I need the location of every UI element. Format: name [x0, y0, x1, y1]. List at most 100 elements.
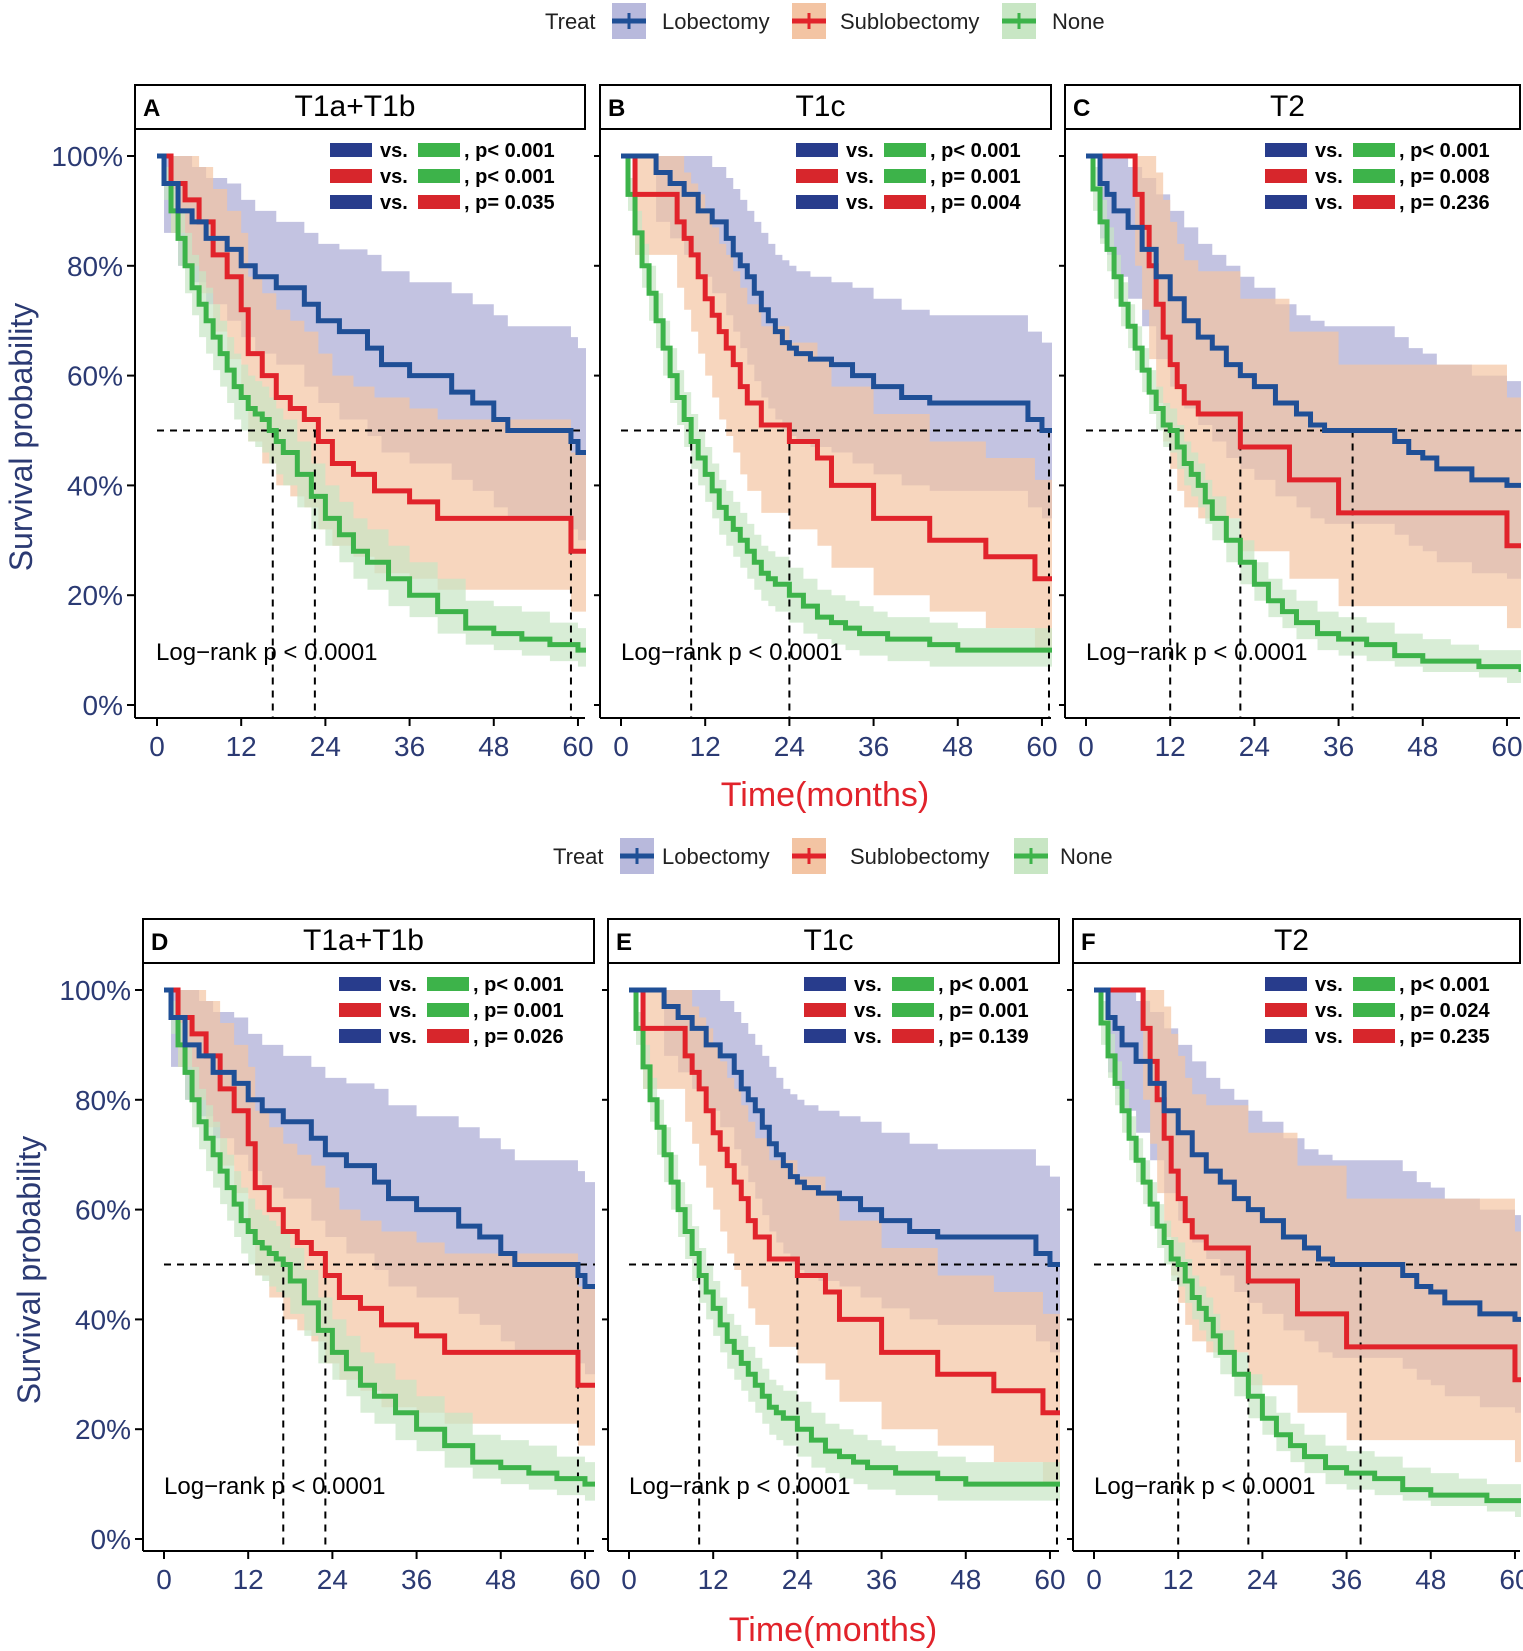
comparison-key-right	[427, 977, 469, 991]
comparison-vs: vs.	[380, 166, 408, 188]
survival-curve-lobectomy	[157, 153, 586, 455]
legend-bottom: Treat Lobectomy Sublobectomy None	[553, 838, 1113, 874]
x-tick-label: 48	[1415, 1564, 1446, 1595]
comparison-key-left	[1265, 195, 1307, 209]
legend-top-sub-label: Sublobectomy	[840, 9, 979, 34]
comparison-key-left	[804, 1003, 846, 1017]
x-tick-label: 36	[1323, 731, 1354, 762]
comparison-key-right	[1353, 1029, 1395, 1043]
comparison-pvalue: , p= 0.001	[473, 1000, 564, 1022]
x-tick-label: 60	[1499, 1564, 1523, 1595]
ci-band-sublobectomy	[157, 156, 586, 612]
comparison-vs: vs.	[389, 1026, 417, 1048]
log-rank-label: Log−rank p < 0.0001	[1086, 639, 1308, 666]
log-rank-label: Log−rank p < 0.0001	[1094, 1473, 1316, 1500]
ci-band-none	[621, 156, 1052, 667]
legend-bottom-none-label: None	[1060, 844, 1113, 869]
panel-letter: D	[151, 929, 168, 956]
y-tick-label: 60%	[67, 361, 123, 392]
ci-band-sublobectomy	[629, 990, 1060, 1485]
y-tick-label: 0%	[91, 1524, 131, 1555]
survival-curve-lobectomy	[621, 153, 1052, 433]
survival-curve-sublobectomy	[1086, 153, 1521, 549]
x-tick-label: 24	[782, 1564, 813, 1595]
comparison-key-right	[884, 169, 926, 183]
comparison-key-left	[1265, 169, 1307, 183]
survival-curve-sublobectomy	[629, 987, 1060, 1416]
panel-title: T2	[1270, 90, 1305, 123]
x-tick-label: 0	[621, 1564, 637, 1595]
x-tick-label: 60	[1034, 1564, 1065, 1595]
comparison-key-left	[339, 1003, 381, 1017]
comparison-vs: vs.	[1315, 1026, 1343, 1048]
comparison-pvalue: , p= 0.236	[1399, 192, 1490, 214]
x-tick-label: 48	[485, 1564, 516, 1595]
ci-band-sublobectomy	[164, 990, 595, 1446]
comparison-pvalue: , p= 0.026	[473, 1026, 564, 1048]
comparison-key-left	[1265, 977, 1307, 991]
comparison-key-right	[1353, 143, 1395, 157]
comparison-key-left	[1265, 1029, 1307, 1043]
comparison-vs: vs.	[389, 974, 417, 996]
comparison-key-left	[330, 195, 372, 209]
comparison-key-right	[892, 977, 934, 991]
comparison-pvalue: , p= 0.024	[1399, 1000, 1490, 1022]
x-tick-label: 12	[1155, 731, 1186, 762]
comparison-key-left	[330, 143, 372, 157]
x-tick-label: 12	[1163, 1564, 1194, 1595]
legend-bottom-title: Treat	[553, 844, 604, 869]
x-tick-label: 0	[613, 731, 629, 762]
comparison-pvalue: , p< 0.001	[464, 140, 555, 162]
comparison-key-left	[796, 195, 838, 209]
y-tick-label: 0%	[83, 690, 123, 721]
comparison-vs: vs.	[1315, 974, 1343, 996]
comparison-vs: vs.	[1315, 140, 1343, 162]
x-tick-label: 12	[226, 731, 257, 762]
y-tick-label: 80%	[75, 1085, 131, 1116]
survival-curve-none	[1094, 987, 1521, 1504]
comparison-key-right	[884, 143, 926, 157]
panel-title: T1a+T1b	[303, 924, 424, 957]
x-tick-label: 36	[394, 731, 425, 762]
panel-a: A T1a+T1b 0 12 24 36 48 60 100% 80% 60% 40% 20% 0% Log…	[51, 84, 594, 762]
comparison-key-right	[427, 1003, 469, 1017]
panel-f: F T2 0 12 24 36 48 60 Log−rank p < 0.0001 vs. , p<…	[1067, 918, 1523, 1595]
comparison-vs: vs.	[1315, 192, 1343, 214]
survival-curve-lobectomy	[164, 987, 595, 1289]
survival-curve-sublobectomy	[1094, 987, 1521, 1383]
x-tick-label: 36	[1331, 1564, 1362, 1595]
panel-letter: C	[1073, 95, 1090, 122]
x-tick-label: 48	[942, 731, 973, 762]
comparison-pvalue: , p= 0.139	[938, 1026, 1029, 1048]
x-tick-label: 24	[774, 731, 805, 762]
comparison-vs: vs.	[846, 140, 874, 162]
survival-curve-none	[1086, 153, 1521, 673]
x-tick-label: 24	[1239, 731, 1270, 762]
legend-bottom-lob-label: Lobectomy	[662, 844, 770, 869]
comparison-key-right	[1353, 977, 1395, 991]
comparison-key-right	[1353, 195, 1395, 209]
comparison-pvalue: , p< 0.001	[1399, 140, 1490, 162]
panel-title-strip	[599, 84, 1052, 130]
comparison-key-left	[339, 977, 381, 991]
comparison-key-right	[1353, 169, 1395, 183]
panels: A T1a+T1b 0 12 24 36 48 60 100% 80% 60% 40% 20% 0% Log…	[51, 84, 1523, 1595]
comparison-key-left	[330, 169, 372, 183]
x-tick-label: 24	[310, 731, 341, 762]
x-tick-label: 24	[1247, 1564, 1278, 1595]
survival-curve-lobectomy	[629, 987, 1060, 1267]
comparison-pvalue: , p= 0.001	[930, 166, 1021, 188]
comparison-key-right	[892, 1003, 934, 1017]
comparison-key-right	[1353, 1003, 1395, 1017]
survival-curve-none	[157, 153, 586, 653]
panel-title-strip	[142, 918, 595, 964]
comparison-vs: vs.	[380, 192, 408, 214]
comparison-vs: vs.	[854, 1026, 882, 1048]
y-tick-label: 60%	[75, 1195, 131, 1226]
comparison-vs: vs.	[380, 140, 408, 162]
survival-curve-sublobectomy	[621, 153, 1052, 582]
plot-area	[1094, 987, 1521, 1551]
panel-letter: A	[143, 95, 160, 122]
comparison-pvalue: , p< 0.001	[930, 140, 1021, 162]
